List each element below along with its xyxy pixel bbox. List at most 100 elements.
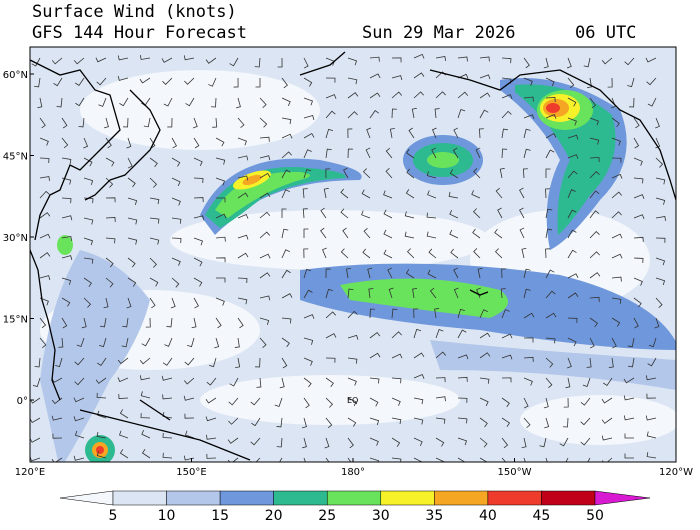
wind-barb (237, 155, 249, 161)
wind-barb (83, 237, 94, 246)
wind-barb (343, 167, 349, 179)
wind-barb (228, 417, 239, 425)
wind-barb (413, 328, 422, 339)
wind-barb (431, 127, 437, 139)
wind-barb (37, 97, 43, 109)
wind-barb (369, 308, 375, 319)
wind-barb (325, 94, 337, 99)
wind-barb (259, 272, 271, 279)
wind-barb (96, 410, 107, 419)
wind-barb (53, 77, 63, 87)
wind-barb (545, 208, 553, 219)
wind-barb (256, 377, 262, 388)
wind-barb (435, 351, 447, 359)
wind-barb (413, 352, 425, 359)
wind-barb (233, 77, 239, 88)
wind-barb (74, 430, 85, 439)
wind-barb (255, 77, 261, 88)
wind-barb (655, 297, 663, 308)
wind-barb (191, 317, 197, 329)
wind-barb (479, 457, 488, 462)
wind-barb (457, 457, 466, 462)
wind-barb (83, 157, 93, 167)
wind-barb (237, 192, 249, 199)
wind-barb (368, 288, 374, 299)
wind-barb (347, 288, 354, 299)
wind-barb (611, 253, 623, 259)
wind-barb (347, 417, 357, 427)
wind-barb (523, 356, 534, 362)
wind-barb (325, 77, 336, 83)
wind-barb (501, 110, 512, 119)
wind-barb (566, 57, 572, 69)
wind-barb (624, 433, 635, 439)
wind-barb (229, 57, 239, 67)
wind-barb (580, 417, 591, 426)
wind-barb (383, 249, 393, 259)
colorbar-segment (166, 490, 221, 506)
wind-barb (83, 257, 94, 264)
colorbar-label: 15 (211, 508, 229, 524)
wind-barb (563, 397, 569, 408)
wind-barb (185, 97, 195, 107)
wind-barb (206, 453, 217, 459)
wind-barb (193, 215, 205, 221)
wind-barb (83, 177, 94, 186)
wind-barb (139, 357, 151, 365)
wind-barb (435, 91, 446, 99)
wind-barb (391, 91, 403, 99)
wind-barb (325, 168, 331, 179)
wind-barb (325, 333, 337, 339)
wind-barb (434, 308, 440, 319)
wind-barb (149, 177, 158, 188)
wind-barb (369, 56, 380, 62)
wind-barb (544, 417, 550, 429)
wind-barb (83, 277, 92, 288)
wind-barb (413, 437, 423, 447)
wind-barb (633, 257, 644, 263)
wind-barb (30, 417, 41, 424)
wind-barb (171, 137, 178, 149)
wind-barb (250, 457, 261, 462)
wind-barb (193, 177, 204, 184)
wind-barb (51, 415, 63, 421)
wind-barb (369, 397, 379, 407)
wind-barb (215, 317, 222, 329)
wind-barb (391, 353, 403, 359)
wind-barb (75, 97, 85, 107)
wind-barb (303, 57, 309, 69)
wind-barb (103, 117, 109, 129)
colorbar-label: 5 (109, 508, 118, 524)
wind-barb (96, 77, 107, 86)
wind-barb (391, 397, 401, 406)
wind-barb (39, 337, 47, 349)
wind-barb (259, 253, 271, 259)
wind-barb (391, 57, 402, 63)
wind-barb (457, 437, 468, 446)
wind-barb (523, 77, 533, 86)
wind-barb (235, 357, 241, 369)
wind-barb (413, 91, 424, 99)
wind-barb (523, 57, 530, 69)
wind-barb (457, 354, 469, 360)
wind-barb (434, 108, 440, 119)
wind-barb (140, 413, 151, 419)
wind-barb (347, 77, 358, 85)
wind-barb (567, 317, 578, 323)
wind-barb (475, 147, 481, 159)
wind-barb (479, 397, 489, 407)
wind-barb (145, 317, 151, 328)
wind-barb (323, 187, 329, 199)
wind-barb (457, 56, 468, 62)
wind-barb (567, 154, 579, 159)
wind-barb (523, 148, 531, 159)
wind-barb (499, 167, 505, 179)
wind-barb (322, 247, 327, 259)
wind-barb (281, 169, 291, 179)
wind-barb (435, 377, 446, 383)
wind-barb (237, 137, 247, 146)
wind-barb (519, 207, 525, 219)
wind-barb (347, 397, 357, 407)
wind-barb (162, 394, 173, 400)
wind-barb (73, 455, 85, 461)
